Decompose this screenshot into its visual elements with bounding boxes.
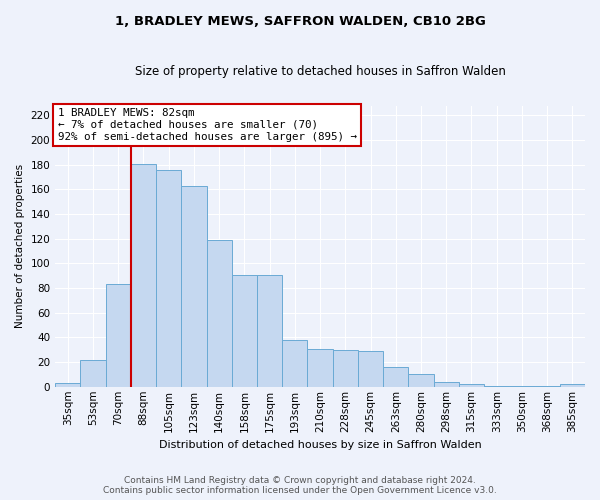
Text: 1 BRADLEY MEWS: 82sqm
← 7% of detached houses are smaller (70)
92% of semi-detac: 1 BRADLEY MEWS: 82sqm ← 7% of detached h… xyxy=(58,108,357,142)
Bar xyxy=(307,348,332,387)
Bar xyxy=(131,164,156,387)
Bar xyxy=(181,186,206,387)
Bar xyxy=(282,340,307,387)
Bar xyxy=(80,360,106,387)
Bar xyxy=(55,383,80,387)
Bar xyxy=(509,386,535,387)
Bar xyxy=(106,284,131,387)
Bar xyxy=(535,386,560,387)
Bar xyxy=(459,384,484,387)
Bar xyxy=(232,274,257,387)
Bar xyxy=(257,274,282,387)
Bar xyxy=(560,384,585,387)
Bar xyxy=(156,170,181,387)
Bar xyxy=(484,386,509,387)
Bar xyxy=(332,350,358,387)
Bar xyxy=(206,240,232,387)
Text: Contains HM Land Registry data © Crown copyright and database right 2024.
Contai: Contains HM Land Registry data © Crown c… xyxy=(103,476,497,495)
Bar xyxy=(383,367,409,387)
Bar xyxy=(434,382,459,387)
Bar xyxy=(358,351,383,387)
Y-axis label: Number of detached properties: Number of detached properties xyxy=(15,164,25,328)
X-axis label: Distribution of detached houses by size in Saffron Walden: Distribution of detached houses by size … xyxy=(159,440,481,450)
Title: Size of property relative to detached houses in Saffron Walden: Size of property relative to detached ho… xyxy=(134,65,506,78)
Bar xyxy=(409,374,434,387)
Text: 1, BRADLEY MEWS, SAFFRON WALDEN, CB10 2BG: 1, BRADLEY MEWS, SAFFRON WALDEN, CB10 2B… xyxy=(115,15,485,28)
